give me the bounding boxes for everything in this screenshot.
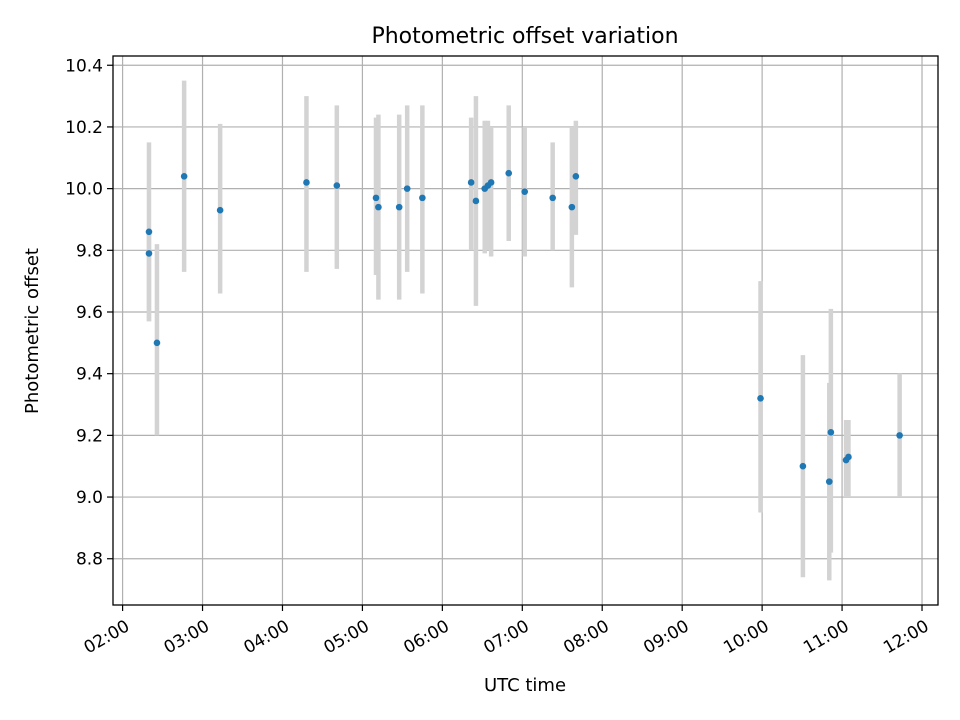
data-point <box>825 478 833 485</box>
y-tick-label: 10.0 <box>65 180 103 200</box>
plot-frame <box>112 55 939 606</box>
data-point <box>467 179 475 186</box>
data-point <box>216 206 224 214</box>
data-point <box>145 250 153 257</box>
y-tick-label: 10.2 <box>65 118 103 138</box>
y-tick-label: 9.4 <box>76 365 103 385</box>
y-tick-label: 10.4 <box>65 56 103 76</box>
data-point <box>568 203 576 211</box>
y-tick-label: 9.0 <box>76 488 103 508</box>
data-point <box>799 462 807 470</box>
data-point <box>419 194 426 202</box>
chart-title: Photometric offset variation <box>371 24 678 49</box>
data-point <box>572 172 580 180</box>
data-point <box>153 339 161 347</box>
data-point <box>757 395 764 402</box>
data-points <box>145 169 903 485</box>
data-point <box>375 203 382 211</box>
y-tick-label: 9.2 <box>76 426 103 446</box>
data-point <box>521 188 529 196</box>
y-axis-ticks: 8.8 9.0 9.2 9.4 9.6 9.8 10.0 10.2 10.4 <box>65 56 113 570</box>
data-point <box>303 179 310 186</box>
data-point <box>145 228 153 236</box>
data-point <box>827 428 835 436</box>
data-point <box>487 179 495 186</box>
y-axis-label: Photometric offset <box>22 248 43 414</box>
data-point <box>372 194 380 202</box>
x-axis-label: UTC time <box>484 675 566 696</box>
data-point <box>472 197 480 205</box>
data-point <box>845 453 852 461</box>
data-point <box>549 194 556 202</box>
data-point <box>180 172 188 180</box>
y-tick-label: 9.6 <box>76 303 103 323</box>
y-tick-label: 8.8 <box>76 550 103 570</box>
data-point <box>333 182 341 189</box>
data-point <box>896 432 903 439</box>
data-point <box>395 203 403 211</box>
y-tick-label: 9.8 <box>76 241 103 261</box>
data-point <box>403 185 411 192</box>
data-point <box>505 169 513 177</box>
